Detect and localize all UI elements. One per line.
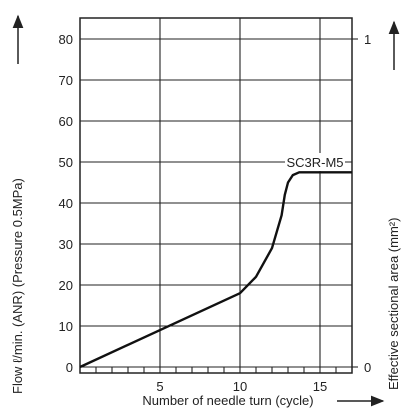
x-tick-label: 10 xyxy=(233,379,247,394)
y-tick-label: 10 xyxy=(59,319,73,334)
series-line xyxy=(79,171,352,369)
y-axis-label: Flow ℓ/min. (ANR) (Pressure 0.5MPa) xyxy=(10,178,25,394)
y-tick-label: 70 xyxy=(59,73,73,88)
y-tick-label: 50 xyxy=(59,155,73,170)
series-label-bg xyxy=(285,153,345,171)
y-tick-label: 20 xyxy=(59,278,73,293)
y-tick-label: 80 xyxy=(59,32,73,47)
x-tick-label: 15 xyxy=(313,379,327,394)
series-label: SC3R-M5 xyxy=(286,155,343,170)
y-tick-label: 40 xyxy=(59,196,73,211)
y2-axis-label: Effective sectional area (mm²) xyxy=(386,218,401,390)
plot-frame xyxy=(79,17,353,374)
y2-tick-label: 0 xyxy=(364,360,371,375)
y-tick-label: 0 xyxy=(66,360,73,375)
x-tick-label: 5 xyxy=(156,379,163,394)
x-axis-label: Number of needle turn (cycle) xyxy=(142,393,313,408)
y-tick-label: 30 xyxy=(59,237,73,252)
y2-tick-label: 1 xyxy=(364,32,371,47)
y-tick-label: 60 xyxy=(59,114,73,129)
